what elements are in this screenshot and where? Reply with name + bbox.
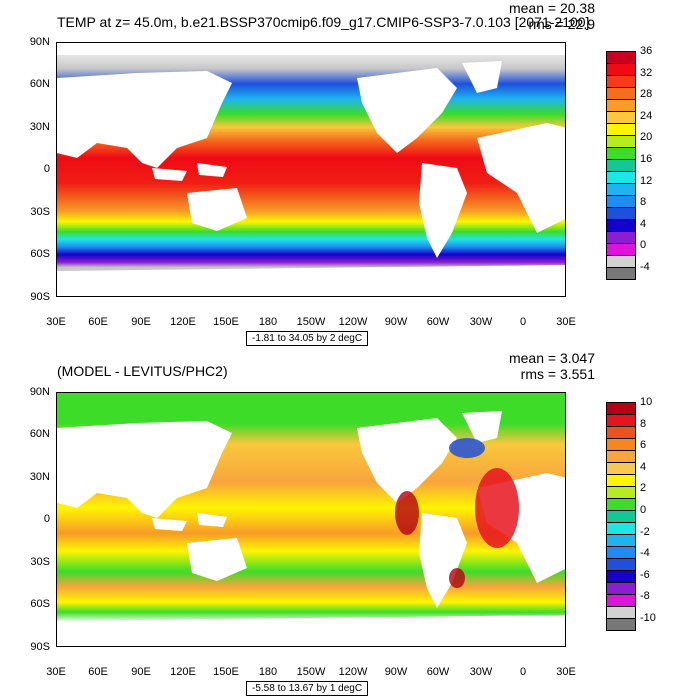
colorbar-label: 10: [640, 396, 653, 408]
top-lat-label: 60S: [30, 248, 50, 260]
bottom-lon-label: 60W: [426, 666, 450, 678]
top-lon-label: 0: [519, 316, 527, 328]
top-map-panel: TEMP at z= 45.0m, b.e21.BSSP370cmip6.f09…: [29, 0, 653, 346]
colorbar-label: 4: [640, 217, 647, 230]
top-lon-label: 120E: [170, 316, 196, 328]
colorbar-label: 2: [640, 482, 647, 495]
bottom-lon-label: 0: [519, 666, 527, 678]
colorbar-cell: [606, 267, 636, 280]
bottom-lat-label: 0: [43, 513, 50, 525]
colorbar-label: -2: [640, 525, 650, 538]
bottom-anomaly-hotspots: [395, 438, 519, 588]
colorbar-label: 24: [640, 109, 653, 122]
top-lon-label: 180: [258, 316, 278, 328]
top-lon-label: 30E: [556, 316, 576, 328]
bottom-lon-label: 90E: [131, 666, 151, 678]
top-arctic-blank: [57, 43, 565, 55]
bottom-lat-label: 30S: [30, 556, 50, 568]
bottom-lat-label: 90N: [29, 386, 50, 398]
bottom-lon-label: 120E: [170, 666, 196, 678]
top-range-box: -1.81 to 34.05 by 2 degC: [246, 331, 369, 346]
bottom-lon-label: 30W: [469, 666, 493, 678]
bottom-map-panel: (MODEL - LEVITUS/PHC2) mean = 3.047 rms …: [0, 350, 700, 700]
bottom-lat-label: 60N: [29, 428, 50, 440]
top-colorbar: [606, 51, 636, 280]
bottom-lon-label: 150E: [213, 666, 239, 678]
top-land-masses: [57, 61, 565, 296]
bottom-lon-label: 90W: [384, 666, 408, 678]
top-lat-label: 30N: [29, 121, 50, 133]
top-rms-label: rms = 22.9: [528, 16, 595, 32]
top-lon-label: 90W: [384, 316, 408, 328]
colorbar-label: -6: [640, 568, 650, 581]
bottom-rms-label: rms = 3.551: [520, 366, 595, 382]
top-lon-label: 150W: [296, 316, 326, 328]
top-lon-label: 60W: [426, 316, 450, 328]
colorbar-label: 12: [640, 174, 653, 187]
colorbar-label: 16: [640, 153, 653, 165]
colorbar-label: 32: [640, 66, 653, 79]
colorbar-label: 0: [640, 504, 647, 516]
colorbar-label: 4: [640, 460, 647, 473]
top-lat-label: 90S: [30, 291, 50, 303]
top-lat-label: 0: [43, 163, 50, 175]
bottom-map-title: (MODEL - LEVITUS/PHC2): [57, 363, 228, 379]
bottom-lon-label: 30E: [46, 666, 66, 678]
colorbar-label: -4: [640, 547, 650, 560]
top-mean-label: mean = 20.38: [508, 0, 595, 16]
bottom-lon-label: 150W: [296, 666, 326, 678]
bottom-colorbar: [606, 402, 636, 631]
top-lon-label: 120W: [338, 316, 368, 328]
top-lat-label: 30S: [30, 206, 50, 218]
top-lon-label: 60E: [88, 316, 108, 328]
colorbar-label: 28: [640, 88, 653, 101]
bottom-lat-label: 90S: [30, 641, 50, 653]
colorbar-label: 0: [640, 239, 647, 252]
bottom-mean-label: mean = 3.047: [508, 350, 595, 366]
top-lat-label: 90N: [29, 36, 50, 48]
bottom-lat-label: 30N: [29, 471, 50, 483]
bottom-lon-label: 60E: [88, 666, 108, 678]
top-map-title: TEMP at z= 45.0m, b.e21.BSSP370cmip6.f09…: [57, 14, 590, 30]
top-lat-label: 60N: [29, 78, 50, 90]
bottom-lat-label: 60S: [30, 598, 50, 610]
top-lon-label: 150E: [213, 316, 239, 328]
top-lon-label: 30W: [469, 316, 493, 328]
bottom-arctic-band: [57, 393, 565, 403]
top-map-svg: [57, 43, 565, 296]
colorbar-label: 20: [640, 131, 653, 144]
bottom-map-svg: [57, 393, 565, 646]
top-lon-label: 30E: [46, 316, 66, 328]
colorbar-label: -8: [640, 590, 650, 603]
colorbar-label: -4: [640, 261, 650, 273]
bottom-lon-label: 30E: [556, 666, 576, 678]
top-map-plot: [56, 42, 566, 297]
colorbar-cell: [606, 618, 636, 631]
colorbar-label: 36: [640, 45, 653, 57]
bottom-map-plot: [56, 392, 566, 647]
bottom-range-box: -5.58 to 13.67 by 1 degC: [246, 681, 369, 696]
colorbar-label: 6: [640, 439, 647, 452]
bottom-lon-label: 180: [258, 666, 278, 678]
colorbar-label: -10: [640, 612, 656, 624]
top-lon-label: 90E: [131, 316, 151, 328]
colorbar-label: 8: [640, 417, 647, 430]
colorbar-label: 8: [640, 196, 647, 209]
bottom-lon-label: 120W: [338, 666, 368, 678]
